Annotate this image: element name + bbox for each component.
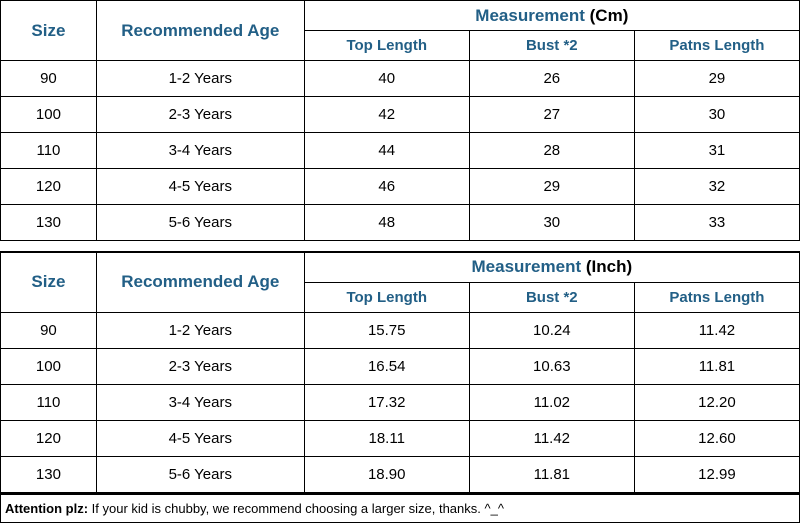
col-header-top-length: Top Length	[304, 31, 469, 61]
note-text: If your kid is chubby, we recommend choo…	[88, 501, 504, 516]
cell-size: 110	[1, 384, 97, 420]
cell-pants-length: 31	[634, 133, 799, 169]
cell-pants-length: 29	[634, 61, 799, 97]
cell-bust: 27	[469, 97, 634, 133]
cell-top-length: 46	[304, 169, 469, 205]
col-header-pants-length: Patns Length	[634, 31, 799, 61]
size-chart-container: Size Recommended Age Measurement (Cm) To…	[0, 0, 800, 523]
table-row: 110 3-4 Years 17.32 11.02 12.20	[1, 384, 800, 420]
cell-age: 5-6 Years	[96, 456, 304, 492]
col-header-bust: Bust *2	[469, 282, 634, 312]
table-row: 130 5-6 Years 18.90 11.81 12.99	[1, 456, 800, 492]
cell-top-length: 18.11	[304, 420, 469, 456]
attention-note: Attention plz: If your kid is chubby, we…	[0, 493, 800, 523]
table-body-cm: 90 1-2 Years 40 26 29 100 2-3 Years 42 2…	[1, 61, 800, 241]
cell-top-length: 17.32	[304, 384, 469, 420]
spacer	[0, 241, 800, 251]
cell-size: 90	[1, 61, 97, 97]
col-header-bust: Bust *2	[469, 31, 634, 61]
cell-age: 1-2 Years	[96, 61, 304, 97]
table-row: 130 5-6 Years 48 30 33	[1, 205, 800, 241]
table-row: 100 2-3 Years 16.54 10.63 11.81	[1, 348, 800, 384]
cell-size: 100	[1, 97, 97, 133]
cell-pants-length: 12.20	[634, 384, 799, 420]
cell-pants-length: 30	[634, 97, 799, 133]
cell-size: 100	[1, 348, 97, 384]
size-table-inch: Size Recommended Age Measurement (Inch) …	[0, 251, 800, 493]
table-row: 110 3-4 Years 44 28 31	[1, 133, 800, 169]
cell-bust: 10.24	[469, 312, 634, 348]
table-row: 90 1-2 Years 15.75 10.24 11.42	[1, 312, 800, 348]
cell-age: 4-5 Years	[96, 169, 304, 205]
size-table-cm: Size Recommended Age Measurement (Cm) To…	[0, 0, 800, 241]
cell-age: 4-5 Years	[96, 420, 304, 456]
table-row: 90 1-2 Years 40 26 29	[1, 61, 800, 97]
cell-size: 130	[1, 205, 97, 241]
table-row: 100 2-3 Years 42 27 30	[1, 97, 800, 133]
cell-age: 3-4 Years	[96, 133, 304, 169]
col-header-measurement: Measurement (Cm)	[304, 1, 799, 31]
col-header-pants-length: Patns Length	[634, 282, 799, 312]
unit-cm: (Cm)	[590, 6, 629, 25]
table-body-inch: 90 1-2 Years 15.75 10.24 11.42 100 2-3 Y…	[1, 312, 800, 492]
cell-size: 110	[1, 133, 97, 169]
cell-pants-length: 12.99	[634, 456, 799, 492]
cell-bust: 26	[469, 61, 634, 97]
cell-pants-length: 11.42	[634, 312, 799, 348]
cell-top-length: 44	[304, 133, 469, 169]
cell-bust: 28	[469, 133, 634, 169]
cell-bust: 11.42	[469, 420, 634, 456]
cell-pants-length: 33	[634, 205, 799, 241]
cell-age: 2-3 Years	[96, 97, 304, 133]
unit-inch: (Inch)	[586, 257, 632, 276]
cell-age: 2-3 Years	[96, 348, 304, 384]
cell-top-length: 16.54	[304, 348, 469, 384]
table-row: 120 4-5 Years 18.11 11.42 12.60	[1, 420, 800, 456]
col-header-top-length: Top Length	[304, 282, 469, 312]
cell-bust: 30	[469, 205, 634, 241]
cell-age: 5-6 Years	[96, 205, 304, 241]
cell-pants-length: 11.81	[634, 348, 799, 384]
cell-top-length: 42	[304, 97, 469, 133]
cell-top-length: 15.75	[304, 312, 469, 348]
cell-bust: 29	[469, 169, 634, 205]
cell-size: 120	[1, 169, 97, 205]
cell-top-length: 18.90	[304, 456, 469, 492]
cell-pants-length: 32	[634, 169, 799, 205]
cell-bust: 11.81	[469, 456, 634, 492]
cell-size: 90	[1, 312, 97, 348]
cell-age: 3-4 Years	[96, 384, 304, 420]
cell-top-length: 40	[304, 61, 469, 97]
note-label: Attention plz:	[5, 501, 88, 516]
col-header-age: Recommended Age	[96, 252, 304, 312]
cell-bust: 11.02	[469, 384, 634, 420]
col-header-measurement: Measurement (Inch)	[304, 252, 799, 282]
cell-size: 130	[1, 456, 97, 492]
cell-pants-length: 12.60	[634, 420, 799, 456]
col-header-age: Recommended Age	[96, 1, 304, 61]
col-header-size: Size	[1, 252, 97, 312]
cell-bust: 10.63	[469, 348, 634, 384]
cell-age: 1-2 Years	[96, 312, 304, 348]
table-row: 120 4-5 Years 46 29 32	[1, 169, 800, 205]
cell-top-length: 48	[304, 205, 469, 241]
cell-size: 120	[1, 420, 97, 456]
col-header-size: Size	[1, 1, 97, 61]
